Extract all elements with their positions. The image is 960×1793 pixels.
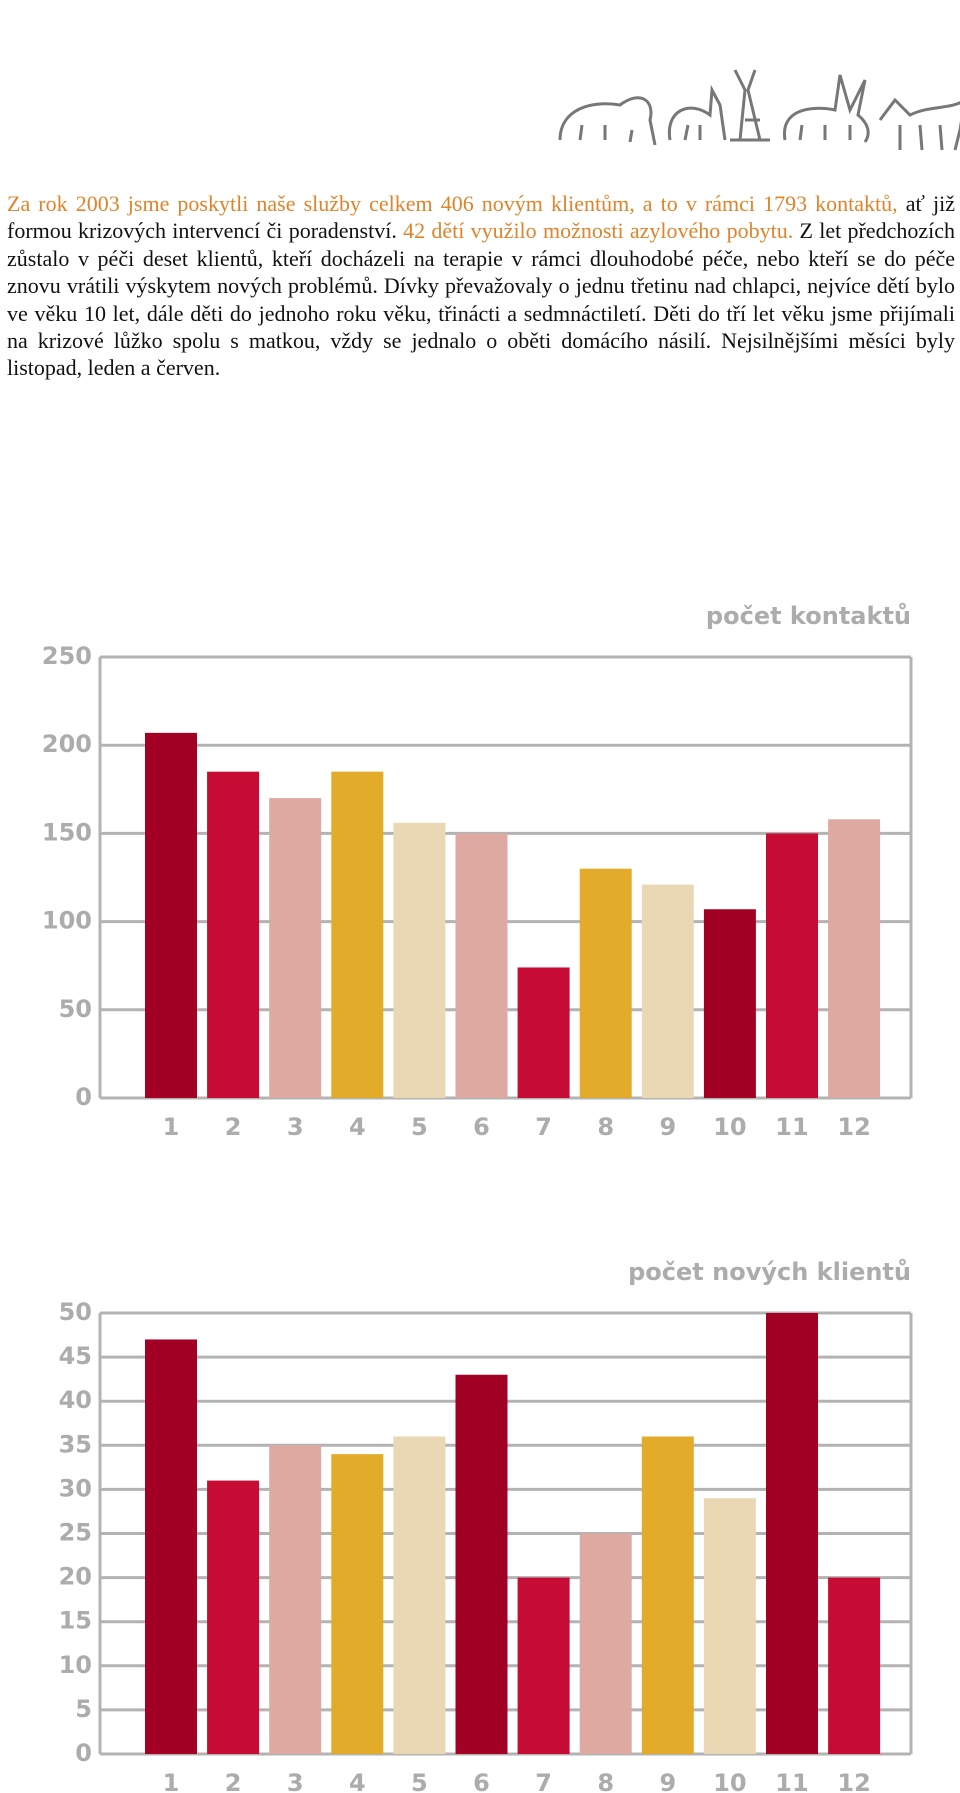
x-tick-label: 8 xyxy=(597,1113,614,1141)
y-tick-label: 250 xyxy=(42,642,92,670)
bar xyxy=(517,1577,570,1754)
x-tick-label: 11 xyxy=(775,1769,808,1793)
x-tick-label: 6 xyxy=(473,1113,490,1141)
bar xyxy=(766,1313,818,1754)
bar xyxy=(455,1374,508,1754)
x-tick-label: 9 xyxy=(659,1113,676,1141)
x-tick-label: 10 xyxy=(713,1769,746,1793)
text-segment: Za rok 2003 jsme poskytli naše služby ce… xyxy=(7,191,898,216)
text-segment: 42 dětí využilo možnosti azylového pobyt… xyxy=(396,218,794,244)
x-tick-label: 2 xyxy=(225,1769,242,1793)
bar xyxy=(517,967,570,1098)
bar xyxy=(766,833,818,1098)
y-tick-label: 50 xyxy=(59,995,92,1023)
x-tick-label: 6 xyxy=(473,1769,490,1793)
x-tick-label: 4 xyxy=(349,1113,366,1141)
bar xyxy=(207,771,260,1098)
x-tick-label: 3 xyxy=(287,1769,304,1793)
bar xyxy=(393,822,446,1098)
bar xyxy=(269,1445,322,1754)
x-tick-label: 5 xyxy=(411,1769,428,1793)
bar xyxy=(641,884,694,1098)
bar xyxy=(828,819,881,1098)
x-tick-label: 1 xyxy=(163,1769,180,1793)
bar xyxy=(393,1436,446,1754)
x-tick-label: 1 xyxy=(163,1113,180,1141)
y-tick-label: 0 xyxy=(75,1083,92,1111)
bar xyxy=(145,1339,197,1754)
y-tick-label: 150 xyxy=(42,818,92,846)
x-tick-label: 11 xyxy=(775,1113,808,1141)
y-tick-label: 40 xyxy=(59,1386,92,1414)
bar xyxy=(207,1480,260,1754)
y-tick-label: 200 xyxy=(42,730,92,758)
logo xyxy=(558,69,960,151)
y-tick-label: 5 xyxy=(75,1695,92,1723)
bar xyxy=(703,1498,756,1754)
bar xyxy=(331,771,384,1098)
x-tick-label: 5 xyxy=(411,1113,428,1141)
bar xyxy=(455,833,508,1098)
x-tick-label: 10 xyxy=(713,1113,746,1141)
text-segment: ať již formou krizových intervencí či po… xyxy=(7,191,955,244)
y-tick-label: 25 xyxy=(59,1519,92,1547)
y-tick-label: 35 xyxy=(59,1430,92,1458)
bar xyxy=(703,909,756,1098)
x-tick-label: 9 xyxy=(659,1769,676,1793)
bar xyxy=(145,732,197,1098)
x-tick-label: 12 xyxy=(837,1769,870,1793)
logo-drawing xyxy=(558,69,960,151)
y-tick-label: 45 xyxy=(59,1342,92,1370)
x-tick-label: 7 xyxy=(535,1769,552,1793)
y-tick-label: 100 xyxy=(42,907,92,935)
x-tick-label: 12 xyxy=(837,1113,870,1141)
x-tick-label: 8 xyxy=(597,1769,614,1793)
x-tick-label: 7 xyxy=(535,1113,552,1141)
bar xyxy=(579,1533,632,1754)
y-tick-label: 10 xyxy=(59,1651,92,1679)
bar xyxy=(828,1577,881,1754)
y-tick-label: 50 xyxy=(59,1298,92,1326)
bar xyxy=(269,798,322,1098)
y-tick-label: 15 xyxy=(59,1607,92,1635)
y-tick-label: 20 xyxy=(59,1563,92,1591)
bar xyxy=(331,1454,384,1754)
y-tick-label: 30 xyxy=(59,1474,92,1502)
x-tick-label: 2 xyxy=(225,1113,242,1141)
text-segment: Z let předchozích zůstalo v péči deset k… xyxy=(7,218,955,381)
bar xyxy=(641,1436,694,1754)
x-tick-label: 3 xyxy=(287,1113,304,1141)
chart-title: počet kontaktů xyxy=(706,602,911,630)
chart-title: počet nových klientů xyxy=(628,1258,911,1286)
intro-paragraph: Za rok 2003 jsme poskytli naše služby ce… xyxy=(7,190,955,382)
bar xyxy=(579,868,632,1098)
y-tick-label: 0 xyxy=(75,1739,92,1767)
x-tick-label: 4 xyxy=(349,1769,366,1793)
